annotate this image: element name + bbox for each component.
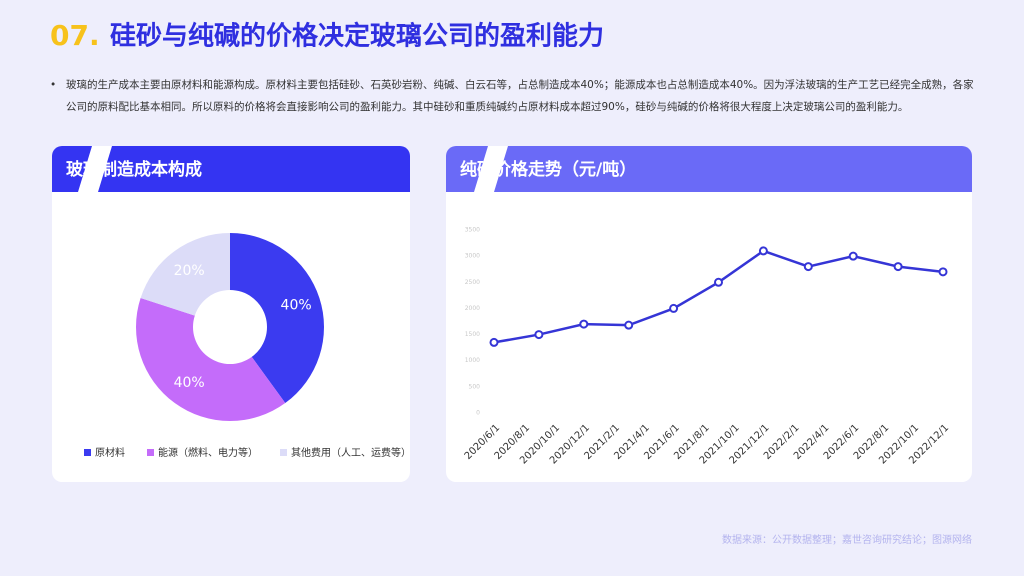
y-tick-label: 0	[476, 410, 480, 417]
point	[758, 246, 768, 256]
pie-slice	[140, 233, 230, 316]
point	[489, 337, 499, 347]
legend-label: 能源（燃料、电力等）	[158, 446, 258, 459]
card	[52, 146, 410, 482]
card	[446, 146, 972, 482]
point	[893, 262, 903, 272]
card-header	[52, 146, 410, 192]
legend-swatch	[280, 449, 287, 456]
y-tick-label: 2000	[465, 305, 480, 312]
point	[803, 262, 813, 272]
y-tick-label: 500	[469, 383, 481, 390]
y-tick-label: 2500	[465, 279, 480, 286]
legend-swatch	[147, 449, 154, 456]
bullet-dot: •	[50, 79, 57, 91]
point	[938, 267, 948, 277]
legend-swatch	[84, 449, 91, 456]
chart-title: 玻璃制造成本构成	[66, 159, 202, 180]
stripe	[474, 146, 508, 192]
card-header	[446, 146, 972, 192]
title: 硅砂与纯碱的价格决定玻璃公司的盈利能力	[110, 21, 604, 52]
legend-label: 其他费用（人工、运费等）	[291, 446, 411, 459]
point	[624, 320, 634, 330]
bullet-text: 玻璃的生产成本主要由原材料和能源构成。原材料主要包括硅砂、石英砂岩粉、纯碱、白云…	[66, 79, 974, 113]
y-tick-label: 3500	[465, 227, 480, 234]
data-label: 40%	[281, 298, 312, 314]
point	[714, 277, 723, 287]
y-tick-label: 1000	[465, 357, 480, 364]
source: 数据来源：公开数据整理；嘉世咨询研究结论；图源网络	[722, 533, 972, 546]
y-tick-label: 1500	[465, 331, 480, 338]
pie-slice	[230, 233, 324, 404]
data-label: 40%	[174, 375, 205, 391]
point	[534, 330, 544, 340]
legend-label: 原材料	[95, 446, 125, 459]
y-tick-label: 3000	[465, 253, 480, 260]
stripe	[78, 146, 112, 192]
chart-title: 纯碱价格走势（元/吨）	[460, 159, 636, 180]
point	[669, 303, 679, 313]
data-label: 20%	[174, 263, 205, 279]
pie-slice	[135, 297, 286, 421]
title-number: 07.	[50, 19, 100, 52]
point	[848, 251, 858, 261]
point	[579, 319, 589, 329]
